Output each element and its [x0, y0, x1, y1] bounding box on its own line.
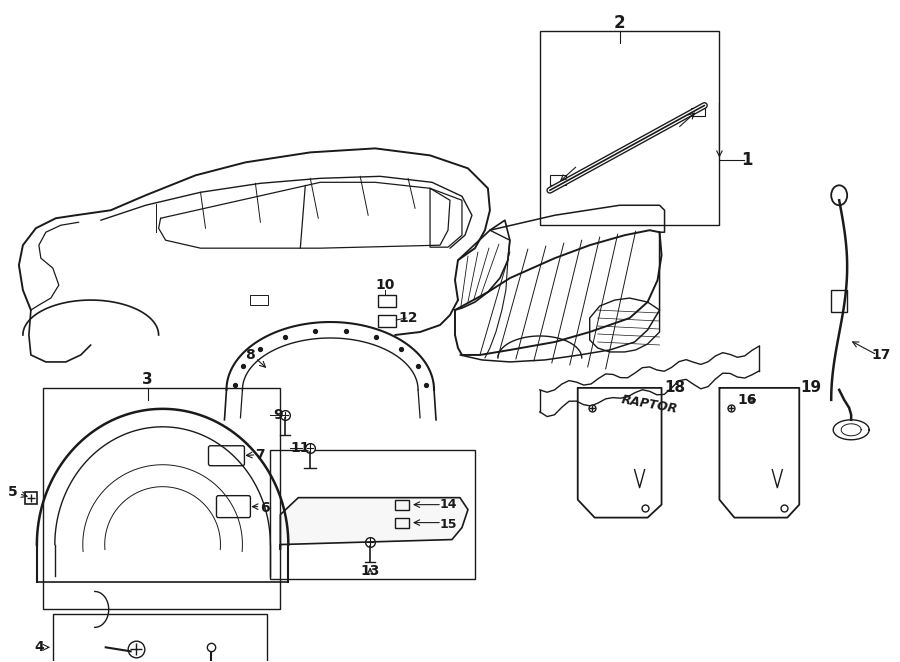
Bar: [832, 290, 847, 312]
Text: 12: 12: [399, 311, 418, 325]
Text: 6: 6: [261, 500, 270, 514]
Text: 4: 4: [34, 640, 44, 654]
Text: 16: 16: [738, 393, 757, 407]
Bar: [378, 315, 396, 327]
Bar: [395, 500, 410, 510]
Text: 18: 18: [664, 381, 685, 395]
Bar: [43, 388, 281, 610]
Text: 14: 14: [439, 498, 457, 511]
Bar: [691, 109, 706, 117]
Bar: [378, 295, 396, 307]
Text: 5: 5: [8, 485, 18, 498]
Text: 2: 2: [614, 14, 626, 32]
Text: 1: 1: [742, 152, 753, 169]
Polygon shape: [281, 498, 468, 549]
Text: 17: 17: [871, 348, 891, 362]
Bar: [395, 518, 410, 528]
Bar: [270, 449, 475, 579]
Text: 3: 3: [142, 373, 153, 387]
Text: 19: 19: [801, 381, 822, 395]
Text: 13: 13: [361, 565, 380, 579]
Bar: [53, 614, 267, 662]
Text: 10: 10: [375, 278, 395, 292]
Bar: [250, 295, 268, 305]
Text: 11: 11: [291, 441, 310, 455]
Text: 15: 15: [439, 518, 457, 531]
Text: 8: 8: [246, 348, 256, 362]
Bar: [550, 175, 566, 185]
Text: RAPTOR: RAPTOR: [620, 393, 679, 416]
Text: 7: 7: [256, 448, 266, 461]
Bar: [540, 30, 719, 225]
Text: 9: 9: [274, 408, 284, 422]
